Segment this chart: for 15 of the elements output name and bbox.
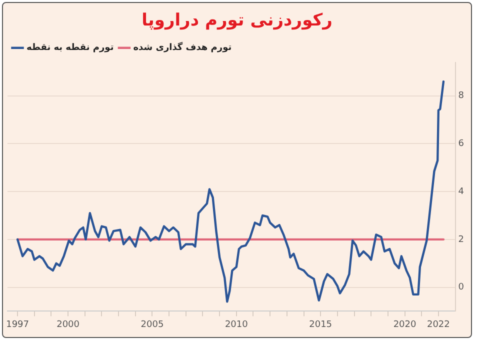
y-tick-label: 4 [458,186,464,197]
x-tick-label: 1997 [6,320,29,330]
legend-label: تورم نقطه به نقطه [26,43,114,54]
x-tick-label: 2010 [224,320,248,330]
x-tick-label: 2000 [56,320,80,330]
chart-title: رکوردزنی تورم دراروپا [142,10,332,31]
x-tick-label: 2020 [393,320,416,330]
y-tick-label: 2 [458,234,464,245]
y-tick-label: 8 [458,91,464,102]
y-tick-label: 6 [458,139,464,150]
x-tick-label: 2022 [426,320,450,330]
y-tick-label: 0 [458,282,464,293]
x-tick-label: 2015 [309,320,332,330]
legend-label: تورم هدف گذاری شده [133,41,232,54]
x-tick-label: 2005 [140,320,164,330]
